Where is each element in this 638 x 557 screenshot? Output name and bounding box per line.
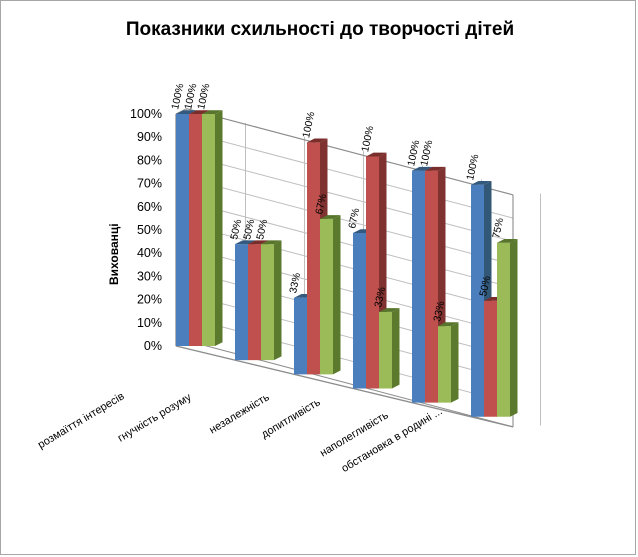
svg-text:100%: 100%: [301, 111, 317, 139]
svg-text:100%: 100%: [360, 125, 376, 153]
svg-text:70%: 70%: [137, 177, 162, 191]
svg-text:60%: 60%: [137, 200, 162, 214]
svg-text:100%: 100%: [130, 107, 162, 121]
svg-text:40%: 40%: [137, 246, 162, 260]
svg-text:10%: 10%: [137, 316, 162, 330]
svg-text:80%: 80%: [137, 153, 162, 167]
svg-text:гнучкість розуму: гнучкість розуму: [116, 391, 194, 445]
svg-text:100%: 100%: [465, 153, 481, 181]
svg-text:20%: 20%: [137, 293, 162, 307]
svg-text:50%: 50%: [137, 223, 162, 237]
svg-text:розмаїття інтересів: розмаїття інтересів: [36, 390, 127, 451]
svg-text:0%: 0%: [144, 339, 162, 353]
svg-text:90%: 90%: [137, 130, 162, 144]
svg-text:30%: 30%: [137, 269, 162, 283]
